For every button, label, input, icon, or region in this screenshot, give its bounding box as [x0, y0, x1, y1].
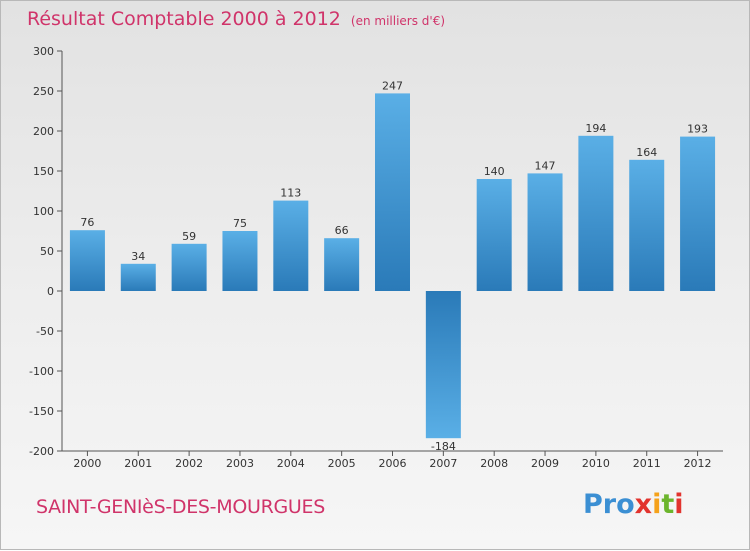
data-label-2007: -184 [431, 440, 456, 453]
data-label-2004: 113 [280, 187, 301, 200]
y-tick-label: -150 [29, 405, 54, 418]
logo-part-2: x [634, 489, 653, 520]
y-tick-label: -100 [29, 365, 54, 378]
data-label-2010: 194 [585, 122, 606, 135]
x-tick-label: 2000 [73, 457, 101, 470]
logo-part-1: Pro [583, 489, 635, 520]
logo-part-3: i [652, 489, 662, 520]
commune-name: SAINT-GENIèS-DES-MOURGUES [36, 496, 325, 518]
x-tick-label: 2003 [226, 457, 254, 470]
bar-2012 [680, 136, 716, 291]
y-tick-label: 250 [33, 85, 54, 98]
chart-bars [69, 93, 716, 439]
x-tick-label: 2001 [124, 457, 152, 470]
bar-2009 [527, 173, 563, 291]
x-tick-label: 2009 [531, 457, 559, 470]
chart-axes: 300 250 200 150 100 50 0 -50 -100 -150 -200 2000 200… [29, 45, 723, 470]
y-tick-label: 200 [33, 125, 54, 138]
data-label-2012: 193 [687, 123, 708, 136]
y-tick-label: 0 [47, 285, 54, 298]
bar-2010 [578, 135, 614, 291]
bar-2001 [120, 263, 156, 291]
bar-2006 [375, 93, 410, 292]
chart-data-labels: 76 34 59 75 113 66 247 -184 140 147 194 164 193 [80, 79, 708, 453]
chart-title-text: Résultat Comptable 2000 à 2012 [27, 8, 341, 30]
data-label-2006: 247 [382, 79, 403, 92]
bar-2004 [273, 200, 309, 291]
y-tick-label: 300 [33, 45, 54, 58]
x-tick-label: 2008 [480, 457, 508, 470]
y-tick-label: 150 [33, 165, 54, 178]
x-tick-label: 2012 [684, 457, 712, 470]
data-label-2001: 34 [131, 250, 145, 263]
x-tick-label: 2010 [582, 457, 610, 470]
x-tick-label: 2006 [379, 457, 407, 470]
bar-2003 [222, 231, 258, 291]
bar-2007 [425, 291, 461, 439]
y-tick-label: 100 [33, 205, 54, 218]
x-tick-label: 2007 [429, 457, 457, 470]
y-tick-label: -200 [29, 445, 54, 458]
x-tick-label: 2002 [175, 457, 203, 470]
chart-unit: (en milliers d'€) [350, 14, 446, 28]
bar-2002 [171, 243, 207, 291]
data-label-2000: 76 [80, 216, 94, 229]
data-label-2005: 66 [335, 224, 349, 237]
chart-title: Résultat Comptable 2000 à 2012 (en millie… [27, 8, 445, 30]
data-label-2003: 75 [233, 217, 247, 230]
data-label-2009: 147 [535, 159, 556, 172]
logo-part-4: t [661, 489, 675, 520]
bar-2011 [629, 159, 665, 291]
data-label-2011: 164 [636, 146, 657, 159]
bar-2005 [324, 238, 360, 291]
x-tick-label: 2004 [277, 457, 305, 470]
proxiti-logo[interactable]: Proxiti [583, 489, 684, 520]
x-tick-label: 2011 [633, 457, 661, 470]
bar-2008 [476, 179, 512, 291]
x-tick-label: 2005 [328, 457, 356, 470]
bar-2000 [69, 230, 105, 291]
y-tick-label: 50 [40, 245, 54, 258]
logo-part-5: i [674, 489, 684, 520]
y-tick-label: -50 [36, 325, 54, 338]
data-label-2002: 59 [182, 230, 196, 243]
data-label-2008: 140 [484, 165, 505, 178]
